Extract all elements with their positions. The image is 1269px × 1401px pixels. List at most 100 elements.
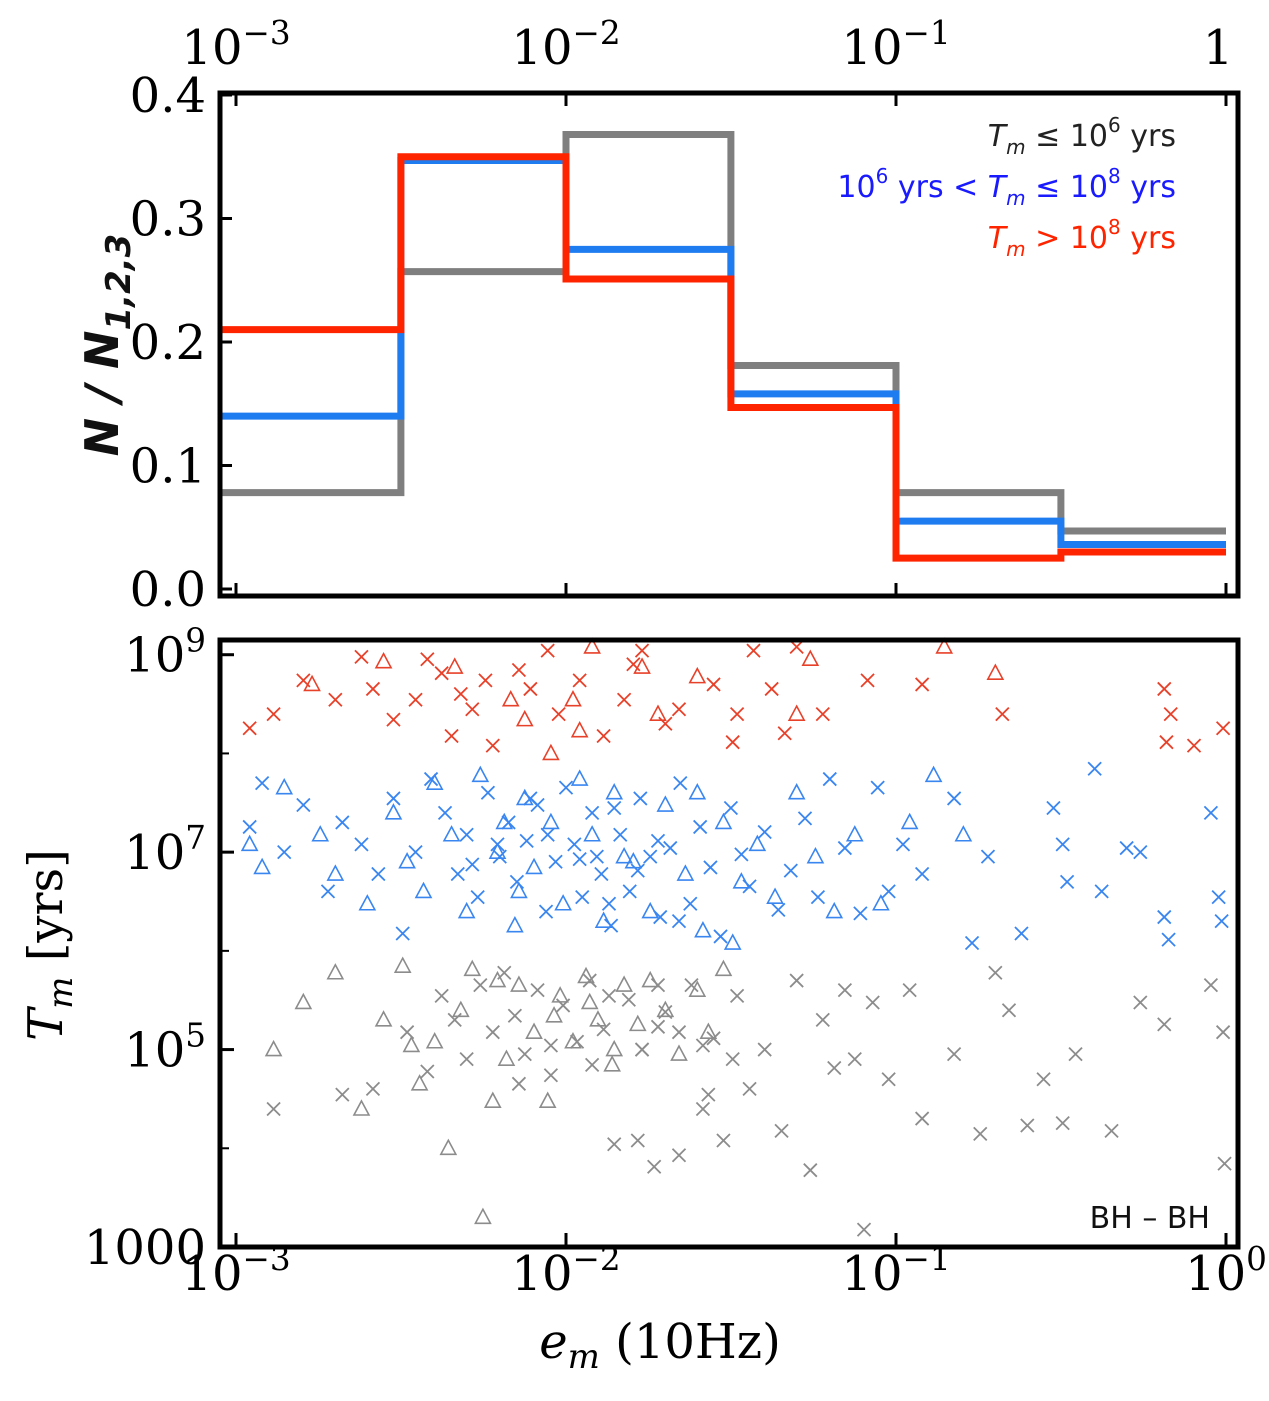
scatter-point-cross <box>501 815 516 830</box>
scatter-point-triangle <box>488 970 507 988</box>
scatter-point-triangle <box>924 765 943 783</box>
scatter-panel: 1000 105 107 109 10−3 10−2 10−1 100 BH – BH em… <box>18 622 1267 1377</box>
scatter-point-cross <box>607 1137 622 1152</box>
scatter-point-triangle <box>510 975 528 992</box>
scatter-point-cross <box>365 681 381 697</box>
scatter-point-cross <box>634 643 650 658</box>
scatter-point-cross <box>742 879 757 894</box>
scatter-point-triangle <box>425 1032 444 1049</box>
scatter-point-cross <box>540 827 555 842</box>
scatter-point-triangle <box>748 834 767 852</box>
scatter-point-cross <box>837 840 853 856</box>
scatter-point-cross <box>555 998 571 1013</box>
scatter-point-triangle <box>688 666 707 684</box>
scatter-point-cross <box>594 866 609 882</box>
scatter-point-cross <box>408 845 423 860</box>
scatter-point-triangle <box>483 1091 502 1108</box>
scatter-point-cross <box>777 726 792 741</box>
scatter-point-cross <box>1203 977 1219 993</box>
scatter-point-cross <box>671 702 687 717</box>
scatter-point-triangle <box>935 637 954 654</box>
scatter-point-cross <box>507 1008 523 1023</box>
scatter-point-cross <box>703 860 718 875</box>
scatter-point-cross <box>465 702 480 717</box>
scatter-point-triangle <box>240 834 259 852</box>
scatter-point-triangle <box>439 1138 458 1156</box>
scatter-point-triangle <box>554 894 572 911</box>
scatter-point-cross <box>1211 890 1226 905</box>
scatter-point-cross <box>354 837 369 852</box>
scatter-point-cross <box>643 849 658 864</box>
scatter-point-cross <box>1133 845 1148 860</box>
scatter-point-cross <box>511 1076 527 1091</box>
scatter-point-cross <box>895 837 911 852</box>
scatter-x-tick-label: 10−2 <box>511 1240 620 1302</box>
scatter-point-cross <box>420 1064 435 1079</box>
scatter-point-cross <box>647 1159 662 1174</box>
scatter-point-cross <box>653 909 668 925</box>
scatter-point-triangle <box>457 901 476 919</box>
scatter-point-triangle <box>787 783 806 800</box>
scatter-point-cross <box>902 983 917 998</box>
scatter-point-cross <box>634 1042 650 1057</box>
scatter-point-cross <box>626 657 641 672</box>
scatter-point-cross <box>815 1012 830 1027</box>
scatter-point-triangle <box>806 846 825 864</box>
scatter-point-cross <box>478 673 493 688</box>
scatter-point-triangle <box>801 649 820 667</box>
scatter-point-triangle <box>694 921 712 938</box>
scatter-point-cross <box>423 771 439 787</box>
scatter-point-cross <box>517 1046 532 1062</box>
scatter-point-triangle <box>714 812 733 830</box>
scatter-point-cross <box>1055 837 1070 852</box>
scatter-point-triangle <box>542 812 560 830</box>
scatter-point-cross <box>1020 1118 1035 1133</box>
scatter-point-cross <box>470 890 485 905</box>
scatter-point-cross <box>671 1148 687 1163</box>
histogram-y-tick-label: 0.1 <box>130 439 206 495</box>
scatter-y-tick-label: 107 <box>124 819 206 881</box>
scatter-point-cross <box>569 1034 585 1049</box>
scatter-point-triangle <box>474 1207 492 1225</box>
scatter-point-triangle <box>589 1010 607 1027</box>
scatter-point-cross <box>408 692 423 707</box>
scatter-point-cross <box>671 914 687 929</box>
scatter-point-triangle <box>253 857 271 875</box>
scatter-point-cross <box>616 692 632 707</box>
scatter-point-cross <box>543 1068 559 1083</box>
scatter-point-cross <box>1104 1123 1119 1139</box>
histogram-top-tick-label: 1 <box>1203 20 1234 76</box>
scatter-point-triangle <box>656 1000 675 1018</box>
scatter-point-triangle <box>676 864 695 881</box>
scatter-point-triangle <box>463 959 482 977</box>
scatter-point-triangle <box>542 743 560 761</box>
scatter-point-cross <box>1217 1156 1232 1171</box>
scatter-point-cross <box>551 707 566 722</box>
scatter-point-cross <box>946 791 962 806</box>
scatter-point-triangle <box>326 864 345 881</box>
scatter-point-cross <box>1001 1003 1017 1018</box>
histogram-y-tick-label: 0.4 <box>130 68 206 124</box>
scatter-point-triangle <box>451 1000 470 1018</box>
scatter-point-cross <box>582 973 597 988</box>
scatter-point-cross <box>437 805 453 820</box>
scatter-point-triangle <box>425 773 444 790</box>
scatter-point-cross <box>695 1038 711 1053</box>
scatter-point-cross <box>650 1019 666 1034</box>
scatter-point-triangle <box>570 720 589 738</box>
scatter-point-cross <box>693 819 708 835</box>
scatter-point-cross <box>242 819 257 835</box>
scatter-point-cross <box>1046 800 1061 816</box>
scatter-point-cross <box>386 712 401 727</box>
scatter-point-cross <box>1133 995 1148 1010</box>
histogram-top-tick-label: 10−2 <box>511 14 620 76</box>
scatter-point-cross <box>607 800 622 816</box>
scatter-point-cross <box>742 1081 757 1096</box>
scatter-point-cross <box>328 692 343 707</box>
scatter-point-cross <box>490 837 505 852</box>
scatter-x-tick-label: 10−1 <box>841 1240 950 1302</box>
scatter-point-triangle <box>605 1039 624 1057</box>
scatter-point-cross <box>870 780 885 795</box>
scatter-x-ticks: 10−3 10−2 10−1 100 <box>181 1233 1267 1302</box>
histogram-y-axis-label: N / N1,2,3 <box>75 234 139 457</box>
